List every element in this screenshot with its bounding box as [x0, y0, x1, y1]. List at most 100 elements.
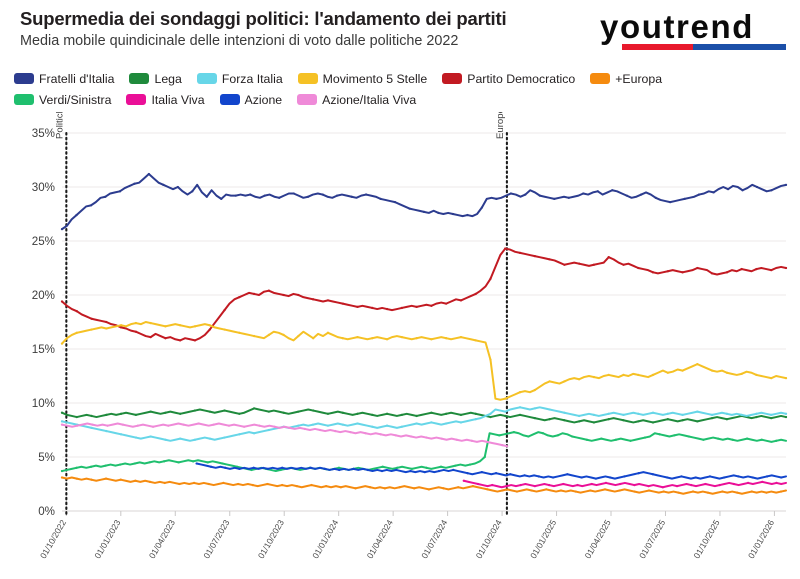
legend-swatch-icon — [126, 94, 147, 105]
series-point — [755, 267, 758, 271]
series-point — [770, 269, 773, 272]
series-line — [61, 431, 787, 473]
series-point — [654, 196, 657, 199]
series-point — [60, 342, 64, 345]
series-point — [408, 207, 411, 210]
series-point — [415, 305, 418, 309]
legend-item[interactable]: +Europa — [590, 72, 662, 86]
series-line — [61, 407, 787, 424]
series-point — [279, 468, 282, 472]
legend-item[interactable]: Verdi/Sinistra — [14, 93, 111, 107]
x-axis-tick-label: 01/04/2023 — [147, 518, 177, 560]
series-point — [430, 338, 433, 341]
series-point — [725, 371, 729, 374]
series-point — [518, 391, 522, 394]
series-point — [295, 485, 298, 488]
series-point — [238, 433, 241, 436]
series-point — [651, 271, 655, 274]
series-point — [592, 413, 596, 417]
legend-item-label: Azione/Italia Viva — [322, 92, 417, 107]
series-point — [640, 193, 643, 196]
series-point — [105, 413, 108, 417]
series-point — [504, 397, 507, 400]
series-point — [105, 429, 108, 433]
series-point — [381, 465, 384, 468]
series-point — [466, 472, 469, 475]
series-point — [533, 254, 536, 258]
series-point — [445, 337, 448, 340]
series-point — [673, 434, 676, 437]
legend-item-label: Partito Democratico — [467, 71, 576, 86]
legend-item-label: Italia Viva — [151, 92, 205, 107]
series-point — [566, 473, 569, 476]
series-point — [193, 339, 197, 342]
series-point — [474, 292, 477, 296]
series-point — [251, 483, 254, 487]
legend-item[interactable]: Movimento 5 Stelle — [297, 72, 427, 86]
series-point — [162, 183, 165, 186]
series-point — [622, 413, 625, 417]
series-point — [164, 337, 167, 340]
series-point — [537, 475, 541, 478]
series-point — [163, 481, 166, 485]
series-point — [105, 327, 108, 330]
series-point — [696, 410, 699, 413]
legend-item[interactable]: Azione — [219, 93, 282, 107]
series-point — [609, 476, 612, 479]
series-point — [509, 192, 513, 195]
series-point — [90, 478, 93, 481]
series-point — [737, 475, 740, 478]
series-line — [61, 321, 787, 401]
series-point — [687, 435, 690, 438]
series-point — [192, 460, 195, 463]
series-point — [651, 411, 655, 414]
series-point — [680, 475, 683, 478]
series-point — [770, 377, 773, 380]
series-point — [134, 413, 138, 417]
series-point — [725, 271, 729, 274]
logo-bar-red — [622, 44, 693, 50]
series-point — [119, 326, 123, 329]
legend-item[interactable]: Forza Italia — [196, 72, 283, 86]
series-point — [91, 423, 94, 426]
legend-item[interactable]: Fratelli d'Italia — [14, 72, 114, 86]
series-line — [195, 462, 787, 480]
series-point — [76, 424, 79, 427]
y-axis-tick-label: 35% — [32, 127, 55, 140]
series-point — [437, 469, 441, 473]
series-point — [775, 481, 778, 485]
legend-item[interactable]: Partito Democratico — [442, 72, 575, 86]
series-point — [607, 373, 610, 377]
series-point — [179, 412, 182, 415]
series-point — [459, 335, 463, 339]
series-point — [723, 476, 726, 479]
series-point — [60, 300, 64, 303]
series-point — [252, 334, 256, 338]
legend-swatch-icon — [590, 73, 611, 84]
series-point — [596, 190, 599, 193]
series-point — [326, 299, 330, 302]
series-point — [266, 482, 269, 486]
legend-item[interactable]: Azione/Italia Viva — [297, 93, 416, 107]
series-point — [643, 436, 647, 439]
series-point — [577, 262, 581, 265]
series-point — [755, 412, 758, 415]
series-point — [427, 488, 431, 491]
series-point — [504, 414, 507, 418]
series-point — [710, 369, 714, 372]
series-point — [651, 373, 655, 377]
series-point — [725, 412, 729, 415]
series-point — [712, 191, 715, 194]
series-point — [533, 485, 537, 488]
series-point — [629, 439, 632, 442]
series-point — [413, 487, 416, 490]
series-point — [273, 425, 276, 428]
series-point — [622, 419, 625, 422]
series-point — [567, 196, 570, 199]
x-axis-tick-label: 01/10/2025 — [692, 518, 722, 560]
legend-item[interactable]: Lega — [129, 72, 182, 86]
series-point — [690, 483, 693, 487]
series-point — [379, 433, 382, 436]
legend-item[interactable]: Italia Viva — [126, 92, 205, 107]
series-point — [576, 483, 579, 487]
